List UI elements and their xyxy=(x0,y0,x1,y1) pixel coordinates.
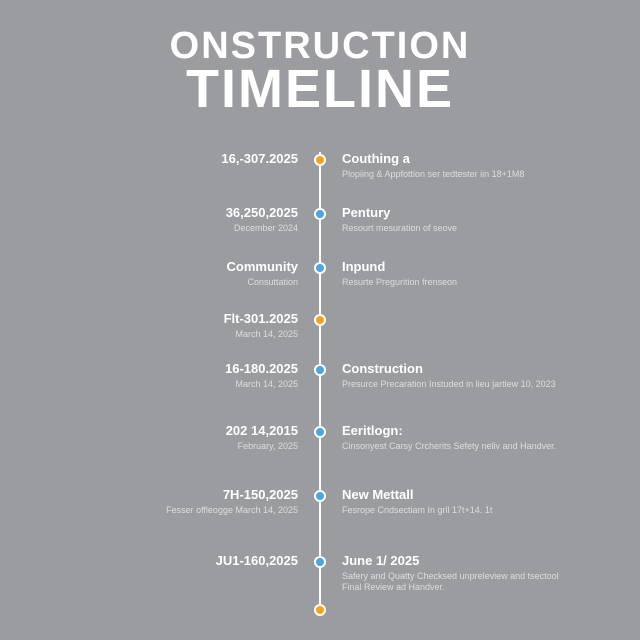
timeline-left-primary: 16,-307.2025 xyxy=(221,152,298,167)
timeline-left-primary: Community xyxy=(227,260,299,275)
timeline-right-secondary: Cinsonyest Carsy Crcherits Sefety neliv … xyxy=(342,441,556,452)
timeline-right-secondary: Plopiing & Appfottion ser tedtester iin … xyxy=(342,169,524,180)
timeline-dot xyxy=(314,364,326,376)
timeline-left: JU1-160,2025 xyxy=(216,554,298,569)
timeline-dot xyxy=(314,604,326,616)
timeline-left: Flt-301.2025 March 14, 2025 xyxy=(224,312,298,340)
timeline-left-primary: 16-180.2025 xyxy=(225,362,298,377)
timeline-left: 202 14,2015 February, 2025 xyxy=(226,424,298,452)
timeline-dot xyxy=(314,262,326,274)
timeline-left-secondary: March 14, 2025 xyxy=(225,379,298,390)
timeline-left-secondary: December 2024 xyxy=(226,223,298,234)
timeline-axis xyxy=(319,152,321,612)
timeline-right-secondary: Resurte Pregurition frenseon xyxy=(342,277,457,288)
timeline-right-primary: New Mettall xyxy=(342,488,492,503)
timeline-dot xyxy=(314,556,326,568)
timeline-right-primary: Eeritlogn: xyxy=(342,424,556,439)
timeline-right-primary: June 1/ 2025 xyxy=(342,554,572,569)
timeline-left: 16,-307.2025 xyxy=(221,152,298,167)
timeline-right: Construction Presurce Precaration Instude… xyxy=(342,362,556,390)
timeline-dot xyxy=(314,154,326,166)
timeline-left-secondary: March 14, 2025 xyxy=(224,329,298,340)
timeline-dot xyxy=(314,490,326,502)
timeline-right: New Mettall Fesrope Cridsectiam In grll 1… xyxy=(342,488,492,516)
timeline-dot xyxy=(314,208,326,220)
timeline-right-primary: Inpund xyxy=(342,260,457,275)
timeline-right: Couthing a Plopiing & Appfottion ser tedt… xyxy=(342,152,524,180)
timeline-left-secondary: Fesser offleogge March 14, 2025 xyxy=(166,505,298,516)
timeline-left-secondary: February, 2025 xyxy=(226,441,298,452)
timeline-right-secondary: Fesrope Cridsectiam In grll 17t+14. 1t xyxy=(342,505,492,516)
timeline-right-primary: Pentury xyxy=(342,206,457,221)
timeline-left: 36,250,2025 December 2024 xyxy=(226,206,298,234)
timeline-left-primary: 36,250,2025 xyxy=(226,206,298,221)
timeline-left: 16-180.2025 March 14, 2025 xyxy=(225,362,298,390)
timeline: 16,-307.2025 Couthing a Plopiing & Appfott… xyxy=(0,152,640,630)
timeline-dot xyxy=(314,314,326,326)
timeline-right-secondary: Presurce Precaration Instuded in lieu ja… xyxy=(342,379,556,390)
timeline-right-primary: Couthing a xyxy=(342,152,524,167)
timeline-right: Eeritlogn: Cinsonyest Carsy Crcherits Sef… xyxy=(342,424,556,452)
timeline-right: Pentury Resourt mesuration of seove xyxy=(342,206,457,234)
timeline-right: June 1/ 2025 Safery and Quatty Checksed u… xyxy=(342,554,572,593)
title-line-2: TIMELINE xyxy=(0,64,640,115)
timeline-left-primary: 202 14,2015 xyxy=(226,424,298,439)
timeline-left: Community Consuttation xyxy=(227,260,299,288)
timeline-left-primary: 7H-150,2025 xyxy=(166,488,298,503)
timeline-right-secondary: Resourt mesuration of seove xyxy=(342,223,457,234)
timeline-left: 7H-150,2025 Fesser offleogge March 14, 20… xyxy=(166,488,298,516)
timeline-right-secondary: Safery and Quatty Checksed unpreleview a… xyxy=(342,571,572,593)
timeline-left-primary: JU1-160,2025 xyxy=(216,554,298,569)
title-block: ONSTRUCTION TIMELINE xyxy=(0,0,640,115)
timeline-left-secondary: Consuttation xyxy=(227,277,299,288)
timeline-right-primary: Construction xyxy=(342,362,556,377)
timeline-dot xyxy=(314,426,326,438)
page-root: ONSTRUCTION TIMELINE 16,-307.2025 Couthin… xyxy=(0,0,640,640)
timeline-right: Inpund Resurte Pregurition frenseon xyxy=(342,260,457,288)
timeline-left-primary: Flt-301.2025 xyxy=(224,312,298,327)
